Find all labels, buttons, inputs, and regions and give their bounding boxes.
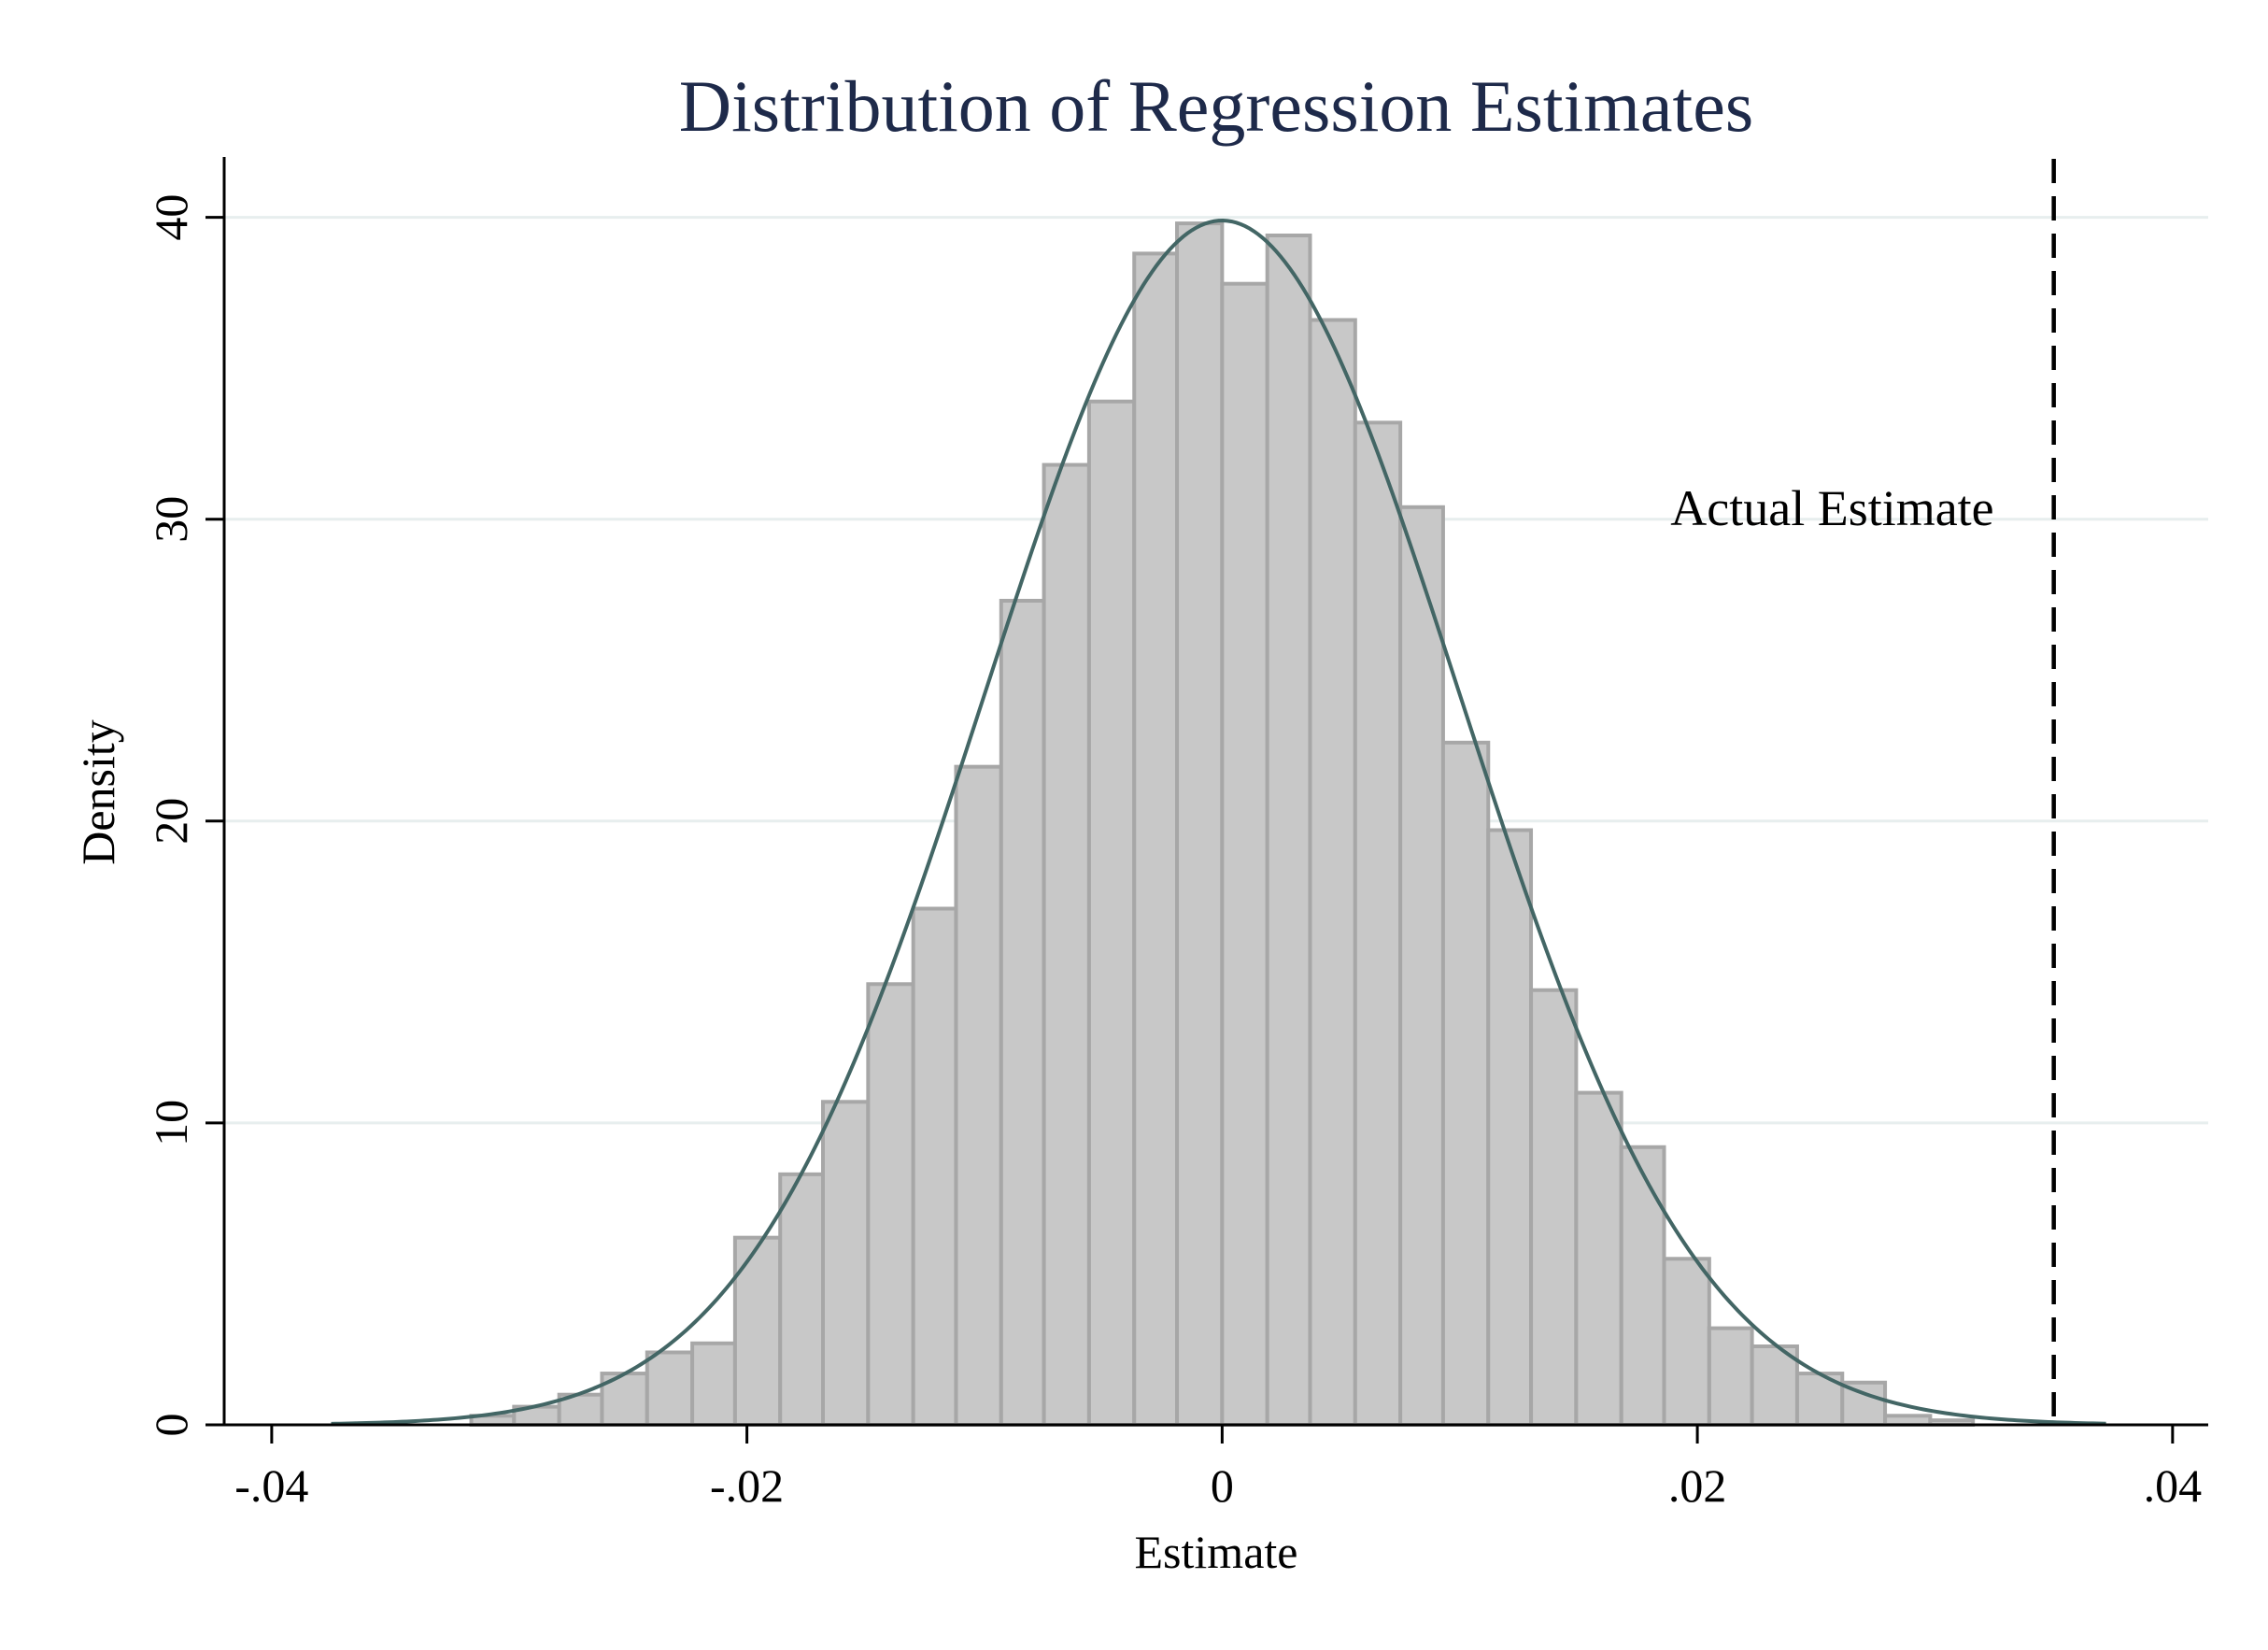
histogram-bar bbox=[954, 764, 1003, 1427]
x-tick-label: 0 bbox=[1211, 1459, 1234, 1512]
y-tick-label: 20 bbox=[145, 798, 197, 845]
histogram-bar bbox=[1707, 1326, 1754, 1427]
x-axis-label: Estimate bbox=[1135, 1526, 1298, 1578]
histogram-bar bbox=[1132, 251, 1180, 1427]
histogram-bar bbox=[1574, 1090, 1623, 1427]
histogram-bar bbox=[911, 906, 958, 1427]
histogram-bar bbox=[1308, 318, 1357, 1427]
histogram-bar bbox=[999, 598, 1046, 1427]
histogram-bar bbox=[1042, 462, 1091, 1427]
histogram-bar bbox=[1175, 221, 1225, 1428]
normal-density-curve bbox=[331, 219, 2106, 1426]
y-tick-label: 40 bbox=[145, 194, 197, 241]
histogram-bar bbox=[1220, 281, 1269, 1428]
histogram-bar bbox=[866, 982, 915, 1428]
x-tick-label: .04 bbox=[2144, 1459, 2203, 1512]
axes: -.04 -.02 0 .02 .04 0 10 20 30 40 bbox=[145, 157, 2208, 1512]
histogram-bar bbox=[1353, 420, 1403, 1427]
histogram-bar bbox=[1440, 740, 1491, 1427]
y-tick-label: 10 bbox=[145, 1100, 197, 1146]
x-tick-label: .02 bbox=[1668, 1459, 1727, 1512]
histogram-bar bbox=[1398, 505, 1445, 1427]
y-tick-label: 0 bbox=[145, 1414, 197, 1437]
histogram-bar bbox=[645, 1350, 695, 1428]
histogram-bar bbox=[1529, 988, 1579, 1427]
histogram-bar bbox=[821, 1100, 871, 1427]
histogram-bar bbox=[1486, 828, 1534, 1427]
histogram-bar bbox=[1265, 234, 1312, 1427]
y-axis-label: Density bbox=[72, 719, 124, 865]
histogram-bar bbox=[690, 1341, 737, 1427]
histogram-bar bbox=[1619, 1145, 1666, 1428]
histogram-bar bbox=[1662, 1257, 1711, 1427]
x-tick-label: -.02 bbox=[710, 1459, 784, 1512]
actual-estimate-label: Actual Estimate bbox=[1670, 480, 1993, 536]
histogram-bars bbox=[469, 221, 1976, 1428]
x-tick-label: -.04 bbox=[234, 1459, 308, 1512]
chart-title: Distribution of Regression Estimates bbox=[679, 65, 1753, 147]
y-tick-label: 30 bbox=[145, 496, 197, 543]
histogram-bar bbox=[1086, 399, 1137, 1427]
histogram-bar bbox=[1750, 1344, 1799, 1427]
histogram-bar bbox=[778, 1172, 826, 1427]
